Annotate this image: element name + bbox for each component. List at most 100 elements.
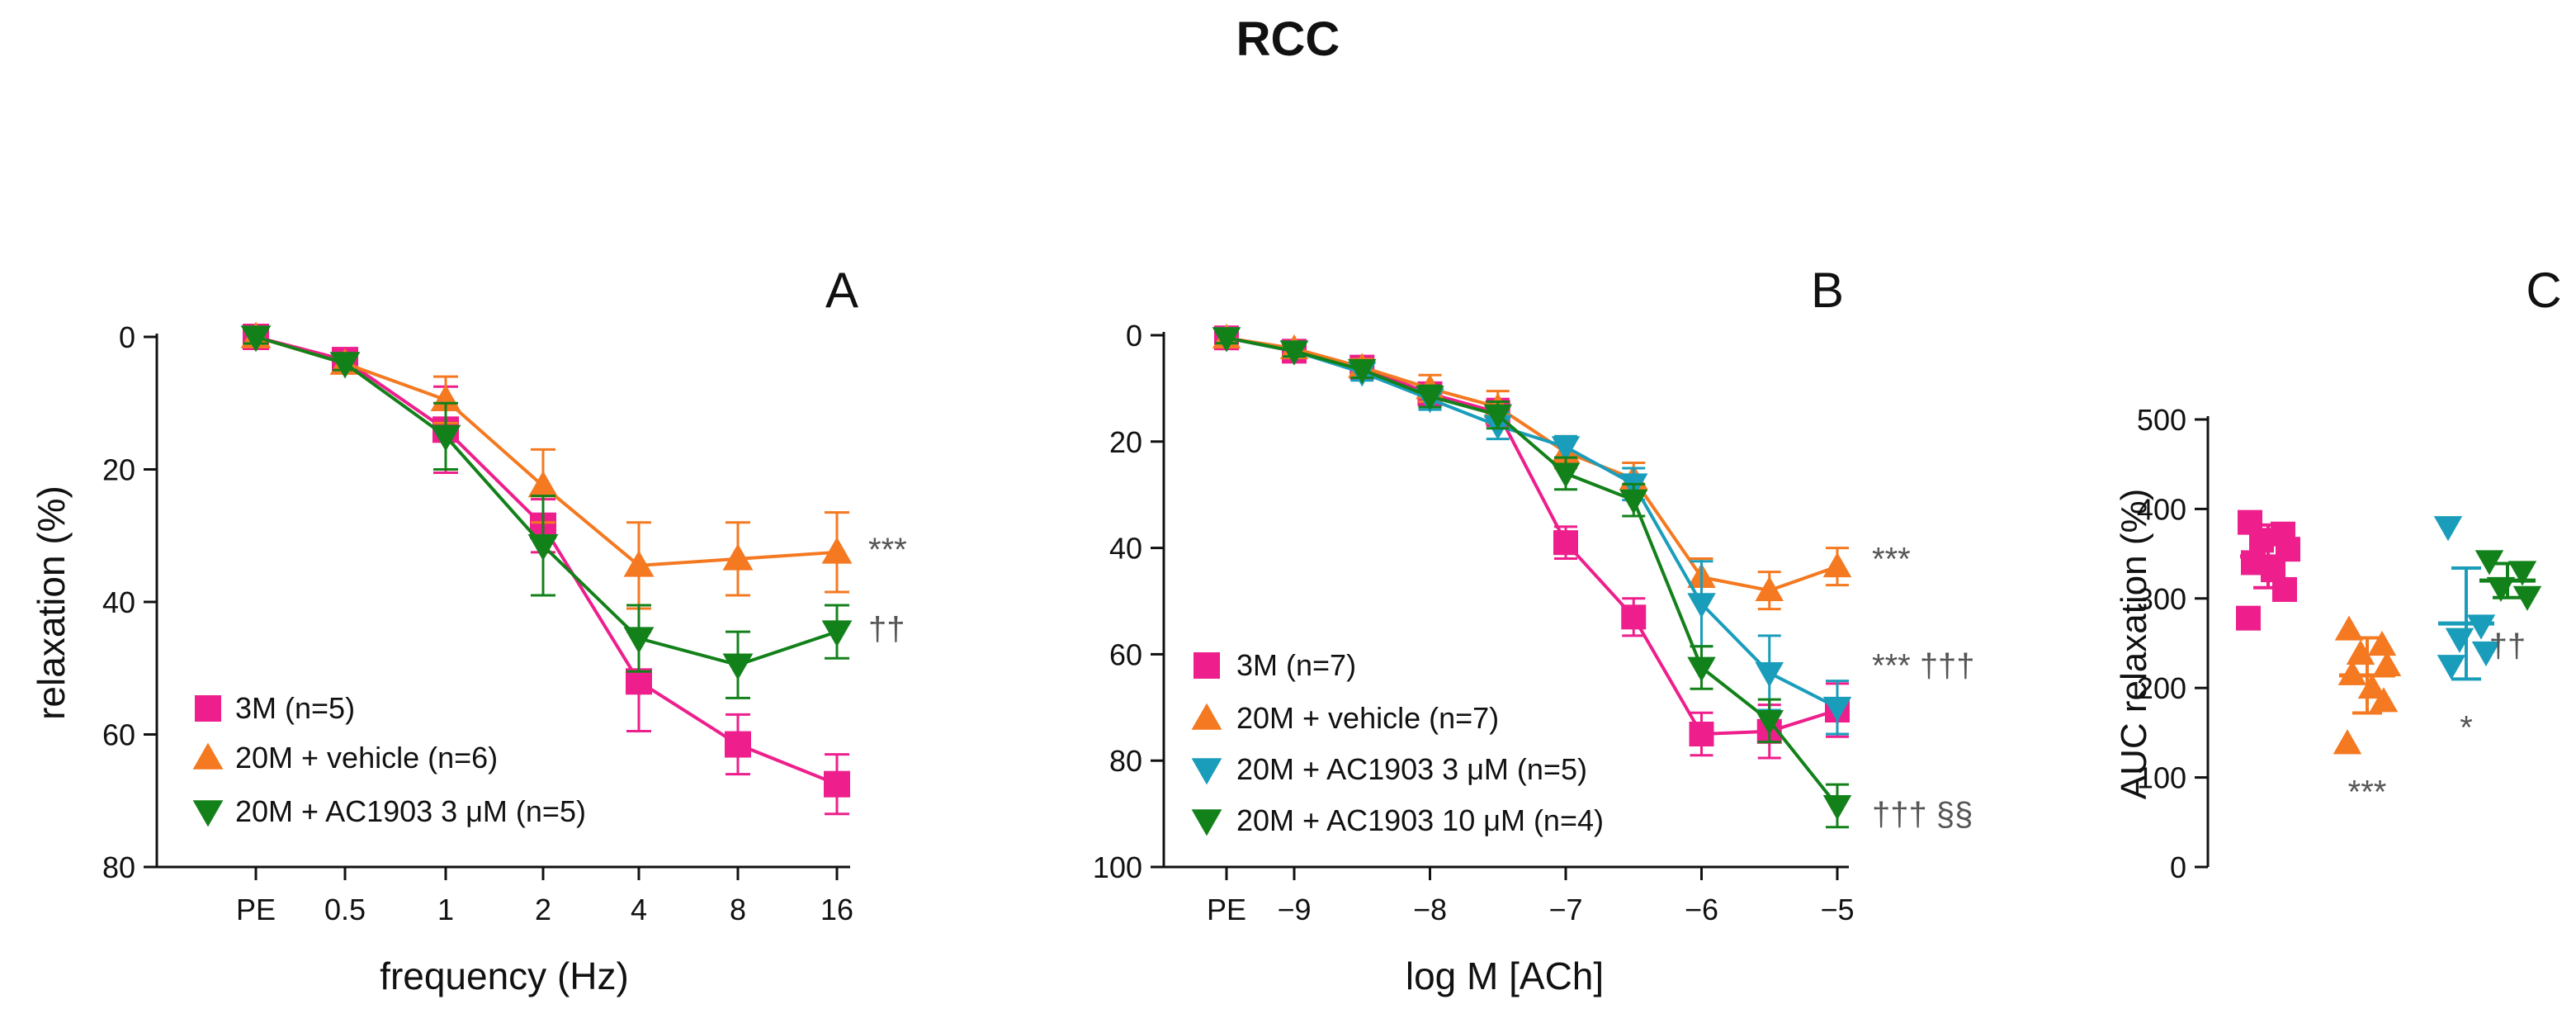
data-point (725, 731, 751, 758)
data-point (1755, 709, 1784, 736)
data-point (2372, 651, 2402, 677)
legend-marker (195, 695, 221, 722)
data-point (329, 352, 361, 379)
data-point (2437, 655, 2466, 680)
x-tick-label: 2 (535, 893, 551, 926)
data-point (623, 627, 655, 654)
y-tick-label: 300 (2137, 582, 2186, 616)
legend-marker (1191, 758, 1222, 785)
y-axis-title: relaxation (%) (30, 486, 73, 720)
data-point (2474, 550, 2504, 576)
x-axis-title: frequency (Hz) (380, 955, 629, 997)
panel-label: B (1811, 263, 1844, 318)
data-point (240, 325, 272, 353)
data-point (2512, 585, 2542, 611)
legend-marker (1191, 703, 1222, 730)
legend-label: 20M + AC1903 10 μM (n=4) (1236, 803, 1604, 837)
y-tick-label: 0 (1126, 319, 1142, 353)
significance-annotation: *** (1872, 541, 1911, 577)
data-point (2433, 516, 2463, 542)
data-point (430, 384, 461, 412)
x-tick-label: PE (1207, 893, 1246, 926)
x-tick-label: −7 (1548, 893, 1582, 926)
legend-label: 20M + AC1903 3 μM (n=5) (1236, 752, 1587, 786)
data-point (2507, 561, 2537, 586)
legend-label: 20M + AC1903 3 μM (n=5) (235, 794, 586, 828)
data-point (1687, 656, 1716, 682)
x-tick-label: PE (236, 893, 276, 926)
x-axis-title: log M [ACh] (1406, 955, 1604, 997)
data-point (1483, 404, 1512, 429)
legend-marker (1191, 809, 1222, 836)
data-point (1755, 662, 1784, 688)
data-point (2272, 576, 2297, 602)
data-point (2236, 605, 2261, 631)
data-point (2334, 615, 2364, 641)
significance-annotation: ††† §§ (1872, 797, 1973, 833)
data-point (1755, 576, 1784, 602)
data-point (1551, 462, 1581, 488)
data-point (1416, 386, 1444, 411)
significance-annotation: *** (2348, 774, 2387, 810)
significance-annotation: *** (868, 532, 907, 568)
page-title: RCC (1236, 12, 1340, 66)
y-tick-label: 40 (102, 585, 135, 619)
x-tick-label: −9 (1277, 893, 1311, 926)
y-tick-label: 100 (2137, 761, 2186, 795)
y-tick-label: 60 (1109, 637, 1142, 671)
y-tick-label: 200 (2137, 671, 2186, 705)
significance-annotation: †† (868, 611, 905, 647)
x-tick-label: −8 (1413, 893, 1447, 926)
data-point (1822, 795, 1852, 821)
series-line (255, 335, 838, 667)
y-tick-label: 0 (2170, 850, 2186, 884)
data-point (1348, 358, 1377, 385)
significance-annotation: * (2460, 709, 2473, 746)
data-point (1551, 436, 1581, 462)
data-point (623, 550, 655, 577)
data-point (2357, 673, 2387, 699)
data-point (1279, 340, 1309, 366)
legend-label: 20M + vehicle (n=6) (235, 741, 498, 775)
y-tick-label: 20 (102, 453, 135, 487)
data-point (2369, 687, 2399, 713)
data-point (430, 424, 461, 452)
data-point (722, 653, 754, 680)
y-tick-label: 0 (119, 320, 135, 354)
y-tick-label: 100 (1093, 850, 1142, 884)
panel-label: A (825, 263, 858, 318)
data-point (821, 620, 853, 647)
data-point (2445, 628, 2474, 653)
data-point (1689, 722, 1714, 746)
y-tick-label: 20 (1109, 425, 1142, 459)
x-tick-label: −6 (1685, 893, 1718, 926)
data-point (1687, 593, 1716, 618)
y-tick-label: 40 (1109, 532, 1142, 566)
legend-label: 20M + vehicle (n=7) (1236, 701, 1499, 735)
data-point (2471, 641, 2501, 667)
data-point (527, 533, 559, 561)
legend-marker (192, 800, 224, 827)
y-tick-label: 80 (102, 850, 135, 884)
x-tick-label: 0.5 (324, 893, 366, 926)
data-point (2333, 729, 2362, 755)
legend-label: 3M (n=7) (1236, 648, 1356, 682)
data-point (722, 543, 754, 571)
y-axis-title: AUC relaxation (%) (2114, 489, 2154, 800)
y-tick-label: 60 (102, 718, 135, 752)
data-point (2337, 660, 2367, 685)
data-point (824, 770, 850, 798)
y-tick-label: 500 (2137, 403, 2186, 437)
significance-annotation: *** ††† (1872, 647, 1975, 684)
data-point (2249, 528, 2274, 553)
data-point (1822, 696, 1852, 722)
data-point (2466, 614, 2496, 640)
data-point (1621, 604, 1647, 630)
y-tick-label: 80 (1109, 744, 1142, 778)
x-tick-label: 8 (730, 893, 746, 926)
panel-label: C (2526, 263, 2561, 318)
data-point (821, 537, 853, 564)
legend-marker (192, 742, 224, 770)
data-point (2367, 630, 2397, 656)
